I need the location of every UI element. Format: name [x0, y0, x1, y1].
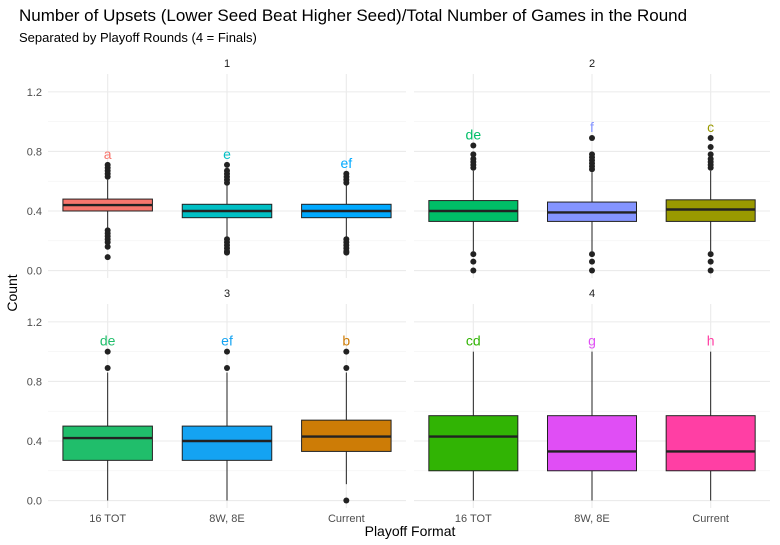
outlier-point — [343, 249, 350, 256]
box-16-tot: de — [428, 126, 519, 274]
outlier-point — [470, 258, 477, 265]
box-8w-8e: ef — [181, 333, 273, 501]
significance-letter: ef — [340, 155, 352, 171]
box-8w-8e: f — [547, 119, 637, 274]
y-tick-label: 0.4 — [27, 206, 42, 218]
facet-strip-label: 4 — [589, 288, 595, 300]
box-16-tot: de — [62, 333, 153, 501]
significance-letter: a — [104, 146, 112, 162]
box-8w-8e: e — [181, 146, 273, 256]
box-current: h — [665, 333, 756, 501]
box-8w-8e: g — [547, 333, 637, 501]
outlier-point — [104, 239, 111, 246]
facet-strip-label: 2 — [589, 58, 595, 70]
outlier-point — [343, 348, 350, 355]
significance-letter: de — [100, 333, 116, 349]
outlier-point — [224, 249, 230, 256]
outlier-point — [104, 254, 111, 261]
outlier-point — [589, 151, 595, 158]
box-current: b — [301, 333, 392, 504]
outlier-point — [224, 348, 230, 355]
significance-letter: ef — [221, 333, 233, 349]
x-tick-label: 16 TOT — [89, 513, 126, 525]
facet-strip-label: 3 — [224, 288, 230, 300]
x-tick-label: 16 TOT — [455, 513, 492, 525]
outlier-point — [470, 151, 477, 158]
significance-letter: g — [588, 333, 596, 349]
facet-strip-label: 1 — [224, 58, 230, 70]
facet-panels: 1 0.0 0.4 0.8 1.2 a e ef 2 de f c 3 0.0 0.4 0.8 1.2 16 TO… — [27, 58, 770, 525]
box-current: c — [665, 119, 756, 274]
outlier-point — [707, 155, 714, 162]
outlier-point — [343, 365, 350, 372]
x-tick-label: Current — [328, 513, 365, 525]
outlier-point — [343, 170, 350, 177]
outlier-point — [104, 161, 111, 168]
box-current: ef — [301, 155, 392, 256]
significance-letter: f — [590, 119, 594, 135]
facet-panel-4: 4 16 TOT 8W, 8E Current cd g h — [414, 288, 770, 525]
significance-letter: cd — [466, 333, 481, 349]
outlier-point — [589, 135, 595, 142]
x-tick-label: 8W, 8E — [574, 513, 609, 525]
outlier-point — [707, 267, 714, 274]
outlier-point — [589, 258, 595, 265]
y-tick-label: 0.8 — [27, 376, 42, 388]
significance-letter: de — [466, 126, 482, 142]
x-tick-label: Current — [692, 513, 729, 525]
outlier-point — [589, 251, 595, 258]
y-tick-label: 0.8 — [27, 146, 42, 158]
outlier-point — [104, 365, 111, 372]
x-tick-label: 8W, 8E — [209, 513, 244, 525]
outlier-point — [470, 267, 477, 274]
box-iqr — [428, 415, 519, 472]
outlier-point — [589, 267, 595, 274]
outlier-point — [707, 135, 714, 142]
y-tick-label: 1.2 — [27, 317, 42, 329]
significance-letter: e — [223, 146, 231, 162]
y-tick-label: 0.0 — [27, 266, 42, 278]
outlier-point — [343, 497, 350, 504]
outlier-point — [104, 348, 111, 355]
box-iqr — [181, 425, 273, 461]
y-tick-label: 1.2 — [27, 87, 42, 99]
box-iqr — [547, 415, 637, 472]
significance-letter: c — [707, 119, 714, 135]
outlier-point — [470, 142, 477, 149]
significance-letter: b — [342, 333, 350, 349]
outlier-point — [224, 365, 230, 372]
y-tick-label: 0.0 — [27, 496, 42, 508]
outlier-point — [707, 143, 714, 150]
significance-letter: h — [707, 333, 715, 349]
outlier-point — [707, 151, 714, 158]
chart-title: Number of Upsets (Lower Seed Beat Higher… — [19, 6, 687, 25]
y-tick-label: 0.4 — [27, 436, 42, 448]
chart-subtitle: Separated by Playoff Rounds (4 = Finals) — [19, 30, 257, 45]
outlier-point — [707, 251, 714, 258]
box-16-tot: a — [62, 146, 153, 261]
outlier-point — [104, 243, 111, 250]
box-iqr — [665, 415, 756, 472]
outlier-point — [707, 258, 714, 265]
facet-panel-2: 2 de f c — [414, 58, 770, 278]
facet-panel-1: 1 0.0 0.4 0.8 1.2 a e ef — [27, 58, 406, 278]
outlier-point — [470, 155, 477, 162]
outlier-point — [224, 161, 230, 168]
box-16-tot: cd — [428, 333, 519, 501]
outlier-point — [224, 167, 230, 174]
x-axis-title: Playoff Format — [365, 523, 456, 539]
outlier-point — [470, 251, 477, 258]
y-axis-title: Count — [4, 274, 20, 311]
facet-panel-3: 3 0.0 0.4 0.8 1.2 16 TOT 8W, 8E Current de ef b — [27, 288, 406, 525]
box-iqr — [62, 425, 153, 461]
